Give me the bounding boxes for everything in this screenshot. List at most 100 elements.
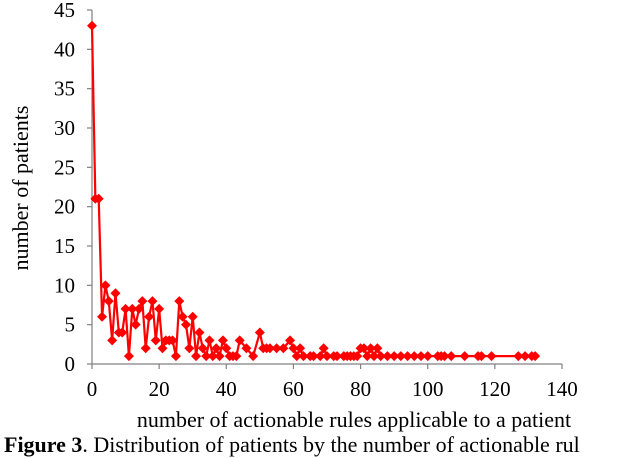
diamond-marker	[93, 193, 104, 204]
diamond-marker	[123, 351, 134, 362]
diamond-marker	[308, 351, 319, 362]
diamond-marker	[446, 351, 457, 362]
diamond-marker	[288, 343, 299, 354]
diamond-marker	[409, 351, 420, 362]
diamond-marker	[191, 351, 202, 362]
diamond-marker	[459, 351, 470, 362]
diamond-marker	[97, 311, 108, 322]
y-tick-label: 10	[54, 273, 75, 297]
diamond-marker	[241, 343, 252, 354]
diamond-marker	[207, 351, 218, 362]
diamond-marker	[291, 351, 302, 362]
y-tick-label: 45	[54, 0, 75, 22]
y-axis-label: number of patients	[8, 106, 33, 271]
diamond-marker	[137, 296, 148, 307]
y-tick-label: 5	[65, 313, 76, 337]
y-tick-label: 30	[54, 116, 75, 140]
diamond-marker	[422, 351, 433, 362]
diamond-marker	[100, 280, 111, 291]
diamond-marker	[530, 351, 541, 362]
x-tick-label: 0	[87, 377, 98, 401]
caption-text: . Distribution of patients by the number…	[82, 432, 580, 457]
diamond-marker	[167, 335, 178, 346]
x-tick-label: 20	[149, 377, 170, 401]
data-series	[87, 20, 541, 362]
diamond-marker	[248, 351, 259, 362]
diamond-marker	[382, 351, 393, 362]
diamond-marker	[298, 351, 309, 362]
y-tick-label: 20	[54, 195, 75, 219]
diamond-marker	[217, 335, 228, 346]
diamond-marker	[221, 343, 232, 354]
diamond-marker	[402, 351, 413, 362]
diamond-marker	[204, 335, 215, 346]
diamond-marker	[395, 351, 406, 362]
diamond-marker	[130, 319, 141, 330]
diamond-marker	[170, 351, 181, 362]
diamond-marker	[486, 351, 497, 362]
diamond-marker	[476, 351, 487, 362]
x-tick-label: 60	[283, 377, 304, 401]
diamond-marker	[362, 351, 373, 362]
diamond-marker	[150, 335, 161, 346]
y-axis-ticks: 0 5 10 15 20 25 30 35 40 45	[54, 0, 92, 376]
figure-label: Figure 3	[4, 432, 83, 457]
axes	[91, 10, 562, 365]
diamond-marker	[177, 311, 188, 322]
diamond-marker	[181, 319, 191, 330]
y-tick-label: 25	[54, 155, 75, 179]
diamond-marker	[315, 351, 326, 362]
diamond-marker	[127, 303, 138, 314]
diamond-marker	[372, 343, 383, 354]
diamond-marker	[157, 343, 168, 354]
diamond-marker	[211, 343, 222, 354]
diamond-marker	[271, 343, 282, 354]
x-axis-label: number of actionable rules applicable to…	[137, 407, 571, 432]
y-tick-label: 40	[54, 37, 75, 61]
diamond-marker	[154, 303, 165, 314]
x-axis-ticks: 0 20 40 60 80 100 120 140	[87, 364, 578, 401]
diamond-marker	[285, 335, 296, 346]
diamond-marker	[332, 351, 343, 362]
diamond-marker	[358, 343, 369, 354]
diamond-marker	[439, 351, 450, 362]
diamond-marker	[513, 351, 524, 362]
diamond-marker	[144, 311, 155, 322]
diamond-marker	[369, 351, 379, 362]
diamond-marker	[110, 288, 121, 299]
diamond-marker	[187, 311, 198, 322]
diamond-marker	[322, 351, 332, 362]
diamond-marker	[352, 351, 363, 362]
diamond-marker	[318, 343, 329, 354]
diamond-marker	[197, 343, 208, 354]
x-tick-label: 80	[350, 377, 371, 401]
diamond-marker	[416, 351, 426, 362]
diamond-marker	[295, 343, 306, 354]
diamond-marker	[103, 296, 114, 307]
y-tick-label: 0	[65, 352, 76, 376]
diamond-marker	[201, 351, 212, 362]
diamond-marker	[140, 343, 151, 354]
diamond-marker	[174, 296, 185, 307]
diamond-marker	[194, 327, 205, 338]
diamond-marker	[365, 343, 376, 354]
figure-caption: Figure 3. Distribution of patients by th…	[4, 432, 580, 458]
diamond-marker	[87, 20, 97, 31]
x-tick-label: 120	[479, 377, 511, 401]
diamond-marker	[117, 327, 128, 338]
diamond-marker	[134, 303, 144, 314]
diamond-marker	[184, 343, 195, 354]
y-tick-label: 35	[54, 77, 75, 101]
diamond-marker	[231, 351, 242, 362]
diamond-marker	[120, 303, 131, 314]
diamond-marker	[389, 351, 400, 362]
diamond-marker	[278, 343, 289, 354]
diamond-marker	[107, 335, 118, 346]
diamond-marker	[375, 351, 386, 362]
diamond-marker	[254, 327, 265, 338]
x-tick-label: 100	[412, 377, 444, 401]
x-tick-label: 140	[546, 377, 578, 401]
diamond-marker	[234, 335, 245, 346]
diamond-marker	[214, 351, 225, 362]
